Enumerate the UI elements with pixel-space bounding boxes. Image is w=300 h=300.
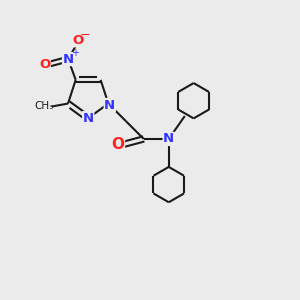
Text: CH₃: CH₃ xyxy=(34,101,53,112)
Text: −: − xyxy=(80,29,91,42)
Text: N: N xyxy=(104,98,116,112)
Text: O: O xyxy=(111,137,124,152)
Text: O: O xyxy=(39,58,50,70)
Text: O: O xyxy=(73,34,84,47)
Text: N: N xyxy=(163,132,174,146)
Text: N: N xyxy=(63,52,74,66)
Text: +: + xyxy=(70,48,79,58)
Text: N: N xyxy=(82,112,94,125)
